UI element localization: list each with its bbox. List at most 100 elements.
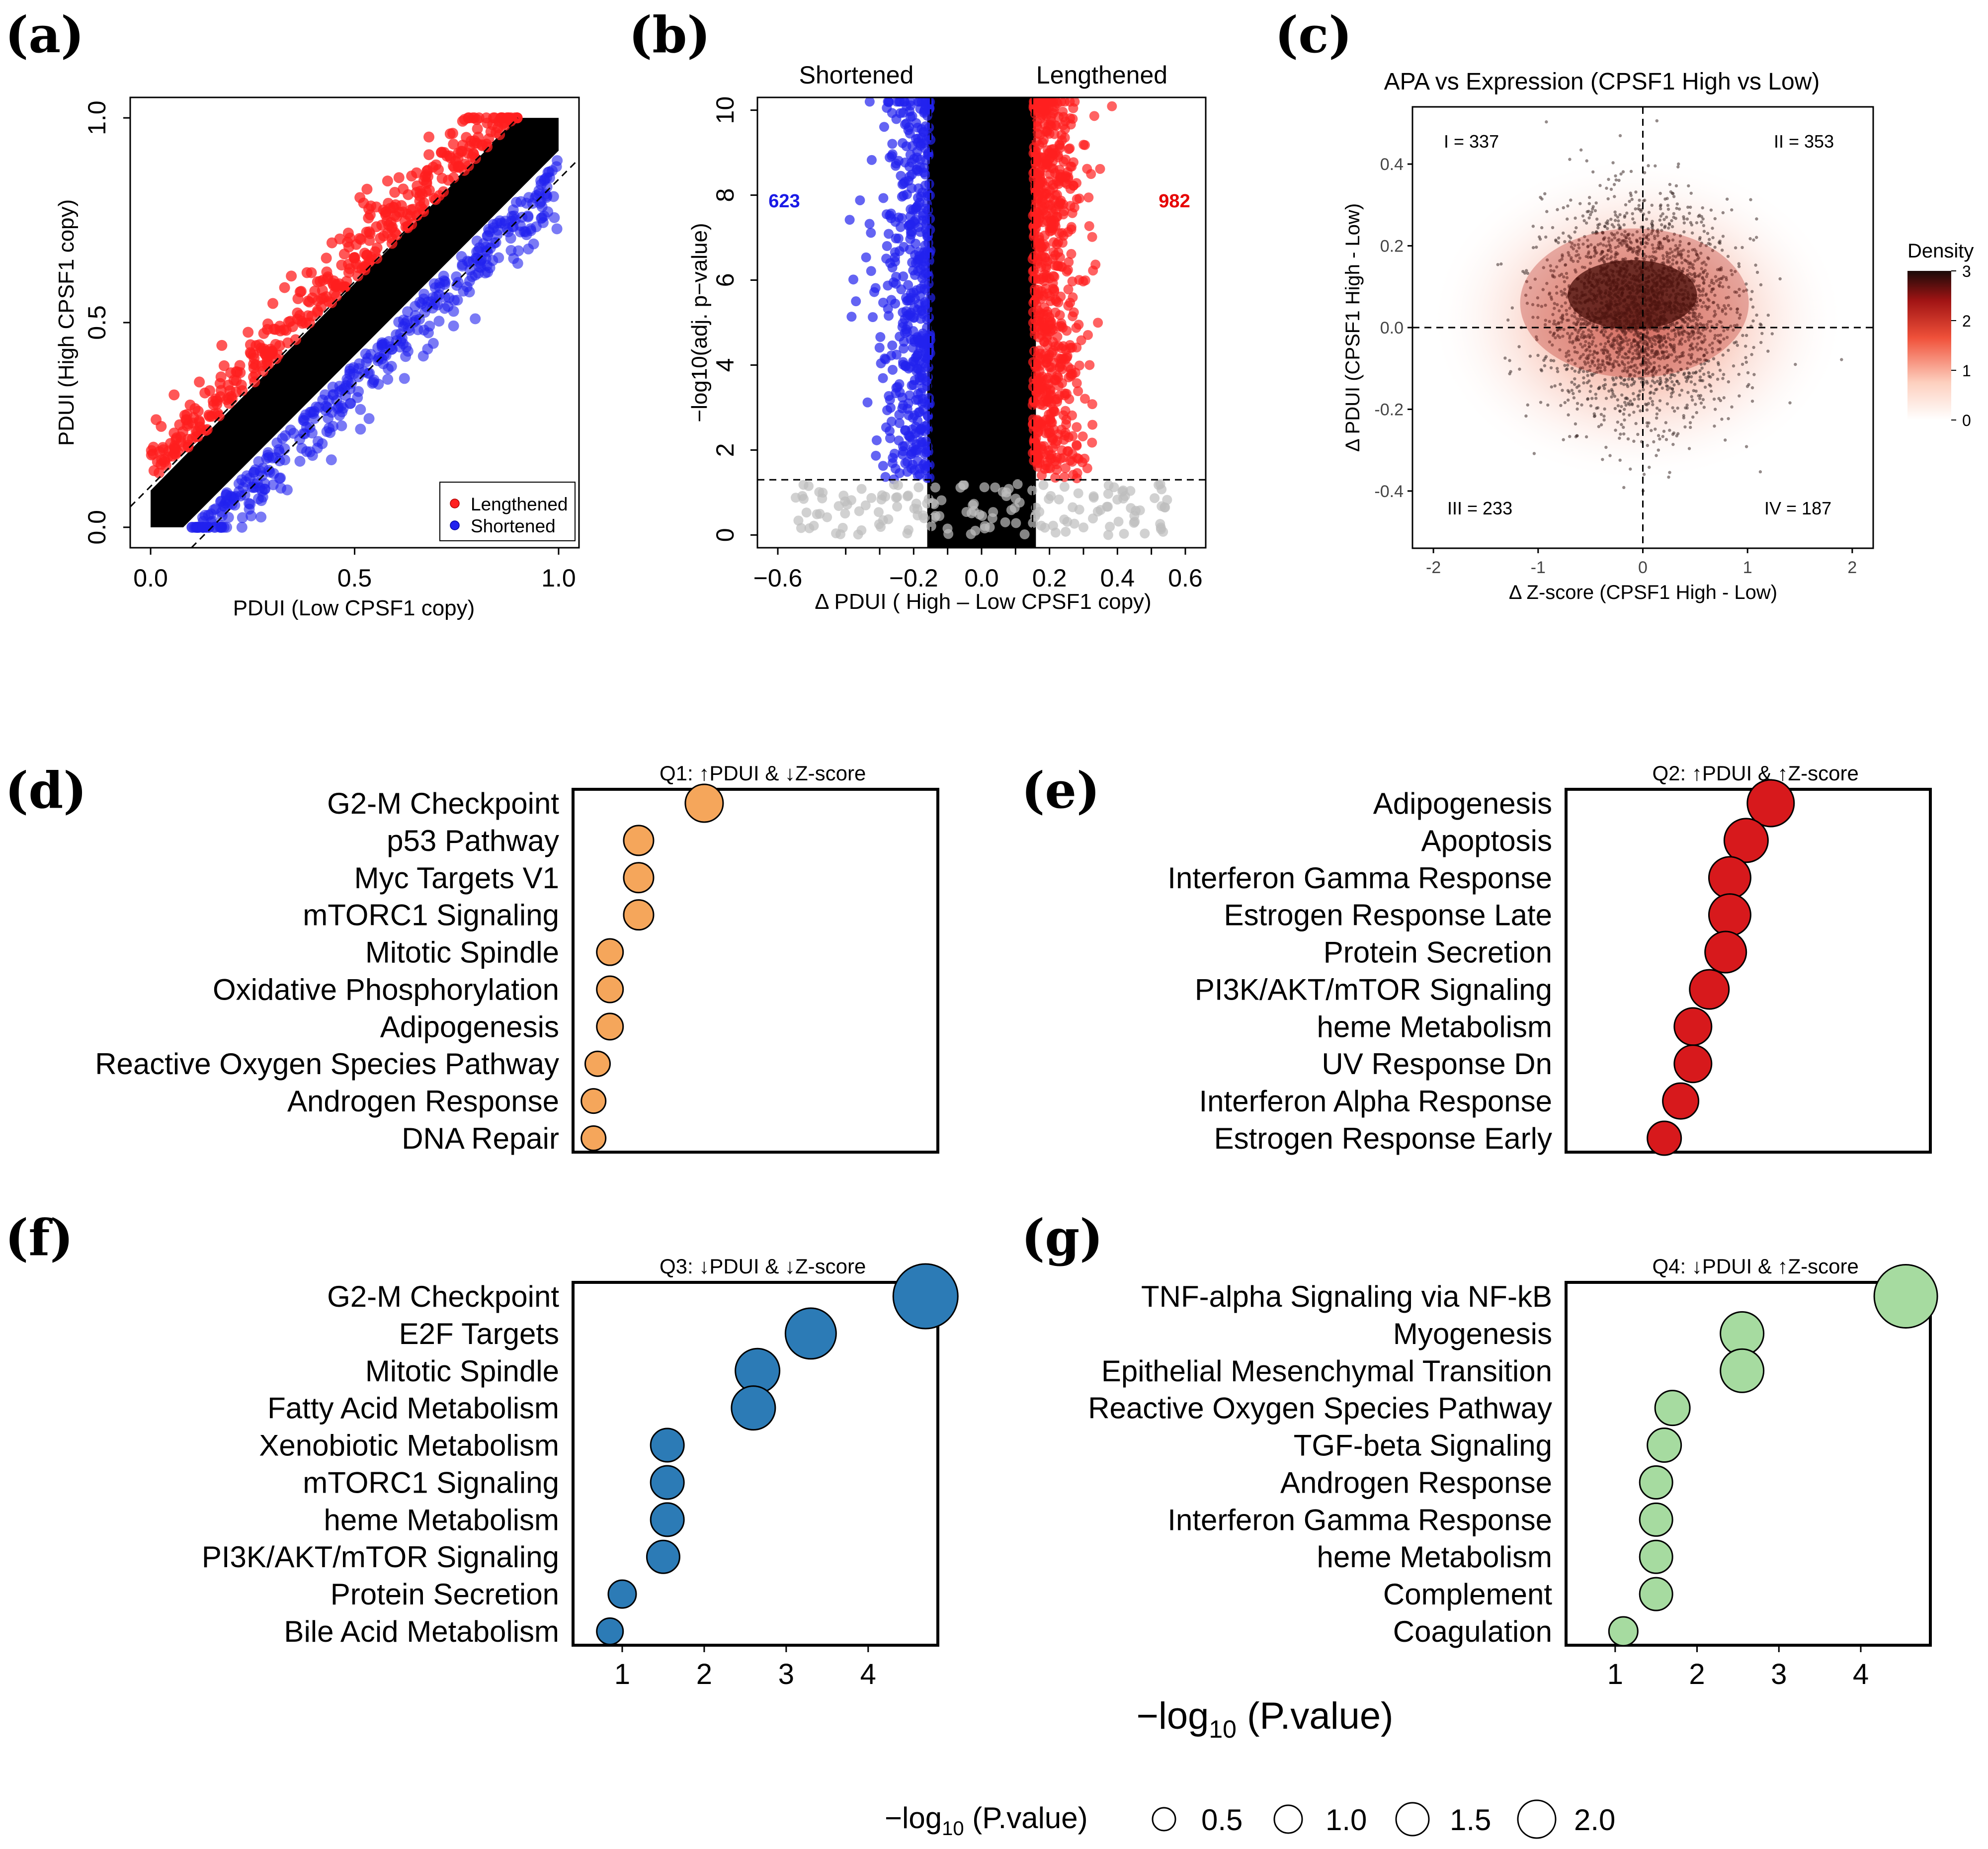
gene-point bbox=[1594, 252, 1597, 255]
gene-point bbox=[1647, 358, 1650, 362]
shortened-point bbox=[874, 342, 885, 353]
gene-point bbox=[1687, 242, 1691, 246]
panel-b-count-lengthened: 982 bbox=[1159, 191, 1190, 212]
gene-point bbox=[1559, 404, 1563, 407]
gene-point bbox=[1750, 386, 1754, 390]
lengthened-point bbox=[381, 215, 393, 227]
gene-point bbox=[1594, 392, 1598, 396]
gene-point bbox=[1578, 356, 1582, 360]
gene-point bbox=[1572, 392, 1575, 395]
gene-point bbox=[1759, 340, 1763, 344]
gene-point bbox=[1683, 330, 1686, 334]
shortened-point bbox=[464, 286, 475, 298]
gene-point bbox=[1713, 246, 1717, 249]
lengthened-point bbox=[1049, 237, 1059, 248]
gene-point bbox=[1629, 169, 1633, 173]
gene-point bbox=[1713, 293, 1717, 297]
gene-point bbox=[1648, 465, 1651, 469]
shortened-point bbox=[904, 363, 914, 374]
gene-point bbox=[1711, 373, 1715, 376]
dotplot-point bbox=[1673, 1007, 1713, 1046]
lengthened-point bbox=[361, 249, 373, 260]
shortened-point bbox=[510, 197, 522, 208]
gene-point bbox=[1650, 344, 1654, 348]
lengthened-point bbox=[1046, 453, 1057, 464]
gene-point bbox=[1662, 357, 1666, 360]
gene-point bbox=[1587, 345, 1591, 348]
legend-shortened-label: Shortened bbox=[471, 516, 556, 536]
shortened-point bbox=[551, 223, 563, 235]
gene-point bbox=[1584, 221, 1588, 225]
gene-point bbox=[1672, 343, 1676, 347]
panel-b-xtick-label: 0.6 bbox=[1168, 564, 1203, 592]
lengthened-point bbox=[216, 339, 228, 351]
panel-a-ytick-label: 1.0 bbox=[83, 100, 111, 135]
lengthened-point bbox=[209, 408, 221, 420]
gene-point bbox=[1609, 217, 1613, 221]
gene-point bbox=[1686, 250, 1690, 253]
size-legend-label-sub: 10 bbox=[942, 1818, 964, 1840]
gene-point bbox=[1658, 399, 1662, 403]
gene-point bbox=[1714, 275, 1718, 278]
nonsignificant-point bbox=[1130, 516, 1140, 527]
lengthened-point bbox=[444, 128, 456, 140]
gene-point bbox=[1631, 377, 1634, 381]
panel-a-black-band bbox=[151, 118, 559, 527]
gene-point bbox=[1684, 406, 1687, 410]
lengthened-point bbox=[364, 209, 376, 221]
gene-point bbox=[1722, 275, 1725, 278]
nonsignificant-point bbox=[804, 481, 814, 491]
panel-c-ytick-label: 0.2 bbox=[1380, 237, 1404, 256]
gene-point bbox=[1590, 373, 1594, 377]
gene-point bbox=[1570, 366, 1574, 370]
gene-point bbox=[1670, 219, 1673, 223]
gene-point bbox=[1575, 402, 1579, 405]
gene-point bbox=[1630, 197, 1634, 201]
gene-point bbox=[1605, 253, 1609, 257]
gene-point bbox=[1540, 305, 1544, 308]
shortened-point bbox=[844, 215, 855, 225]
gene-point bbox=[1707, 371, 1710, 374]
gene-point bbox=[1668, 428, 1671, 432]
gene-point bbox=[1584, 435, 1588, 439]
gene-point bbox=[1672, 409, 1676, 413]
dotplot-point bbox=[1662, 1082, 1700, 1120]
gene-point bbox=[1707, 359, 1711, 363]
gene-point bbox=[1576, 320, 1580, 323]
panel-c-ytick-label: -0.2 bbox=[1374, 400, 1404, 419]
gene-point bbox=[1544, 235, 1548, 239]
lengthened-point bbox=[354, 233, 365, 244]
gene-point bbox=[1713, 408, 1717, 411]
gene-point bbox=[1730, 269, 1733, 272]
dotplot-term-label: heme Metabolism bbox=[1317, 1010, 1552, 1043]
quadrant-II-count: II = 353 bbox=[1774, 131, 1834, 152]
gene-point bbox=[1651, 400, 1654, 403]
dotplot-point bbox=[1689, 969, 1730, 1010]
shortened-point bbox=[914, 197, 925, 208]
shortened-point bbox=[344, 368, 355, 380]
gene-point bbox=[1565, 276, 1569, 279]
dotplot-xtick-label: 1 bbox=[1607, 1658, 1623, 1690]
shortened-point bbox=[855, 195, 865, 205]
gene-point bbox=[1648, 255, 1652, 258]
gene-point bbox=[1628, 199, 1631, 203]
gene-point bbox=[1605, 257, 1609, 260]
gene-point bbox=[1729, 324, 1733, 328]
gene-point bbox=[1703, 385, 1707, 389]
gene-point bbox=[1614, 213, 1617, 217]
dotplot-term-label: Myc Targets V1 bbox=[354, 861, 559, 895]
shortened-point bbox=[866, 228, 876, 238]
gene-point bbox=[1551, 226, 1555, 230]
gene-point bbox=[1695, 411, 1698, 415]
gene-point bbox=[1617, 363, 1621, 366]
shortened-point bbox=[387, 343, 398, 354]
shortened-point bbox=[891, 278, 901, 289]
nonsignificant-point bbox=[1140, 528, 1150, 539]
gene-point bbox=[1605, 186, 1608, 190]
nonsignificant-point bbox=[793, 515, 804, 526]
lengthened-point bbox=[358, 197, 369, 209]
gene-point bbox=[1655, 119, 1659, 123]
gene-point bbox=[1694, 322, 1698, 326]
gene-point bbox=[1651, 403, 1655, 407]
gene-point bbox=[1707, 242, 1710, 245]
